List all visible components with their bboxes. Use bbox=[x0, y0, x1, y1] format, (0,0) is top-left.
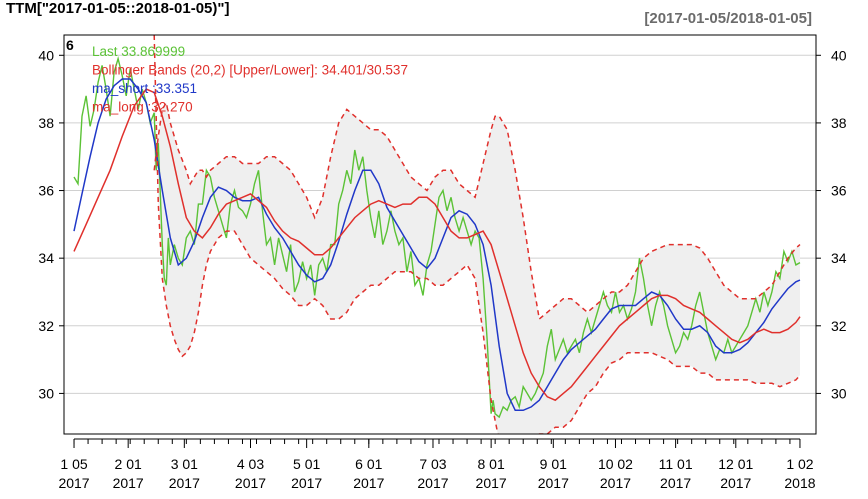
x-tick-label: 12 01 bbox=[718, 456, 753, 472]
x-tick-label: 2017 bbox=[600, 475, 631, 491]
legend-entry: Last 33.869999 bbox=[92, 44, 185, 59]
x-tick-label: 6 01 bbox=[355, 456, 382, 472]
x-tick-label: 3 01 bbox=[171, 456, 198, 472]
y-tick-label-right: 34 bbox=[831, 250, 847, 266]
y-tick-label-left: 38 bbox=[38, 115, 54, 131]
y-axis-right: 30 32 34 36 38 40 bbox=[816, 47, 847, 401]
legend-entry: ma_long :32.270 bbox=[92, 100, 193, 115]
y-tick-label-left: 36 bbox=[38, 183, 54, 199]
x-tick-label: 2017 bbox=[476, 475, 507, 491]
x-axis: 1 05 2017 2 01 2017 3 01 2017 4 03 2017 5 01 2017… bbox=[58, 438, 816, 491]
y-tick-label-right: 30 bbox=[831, 385, 847, 401]
y-tick-label-left: 40 bbox=[38, 47, 54, 63]
y-tick-label-right: 40 bbox=[831, 47, 847, 63]
legend-entry: Bollinger Bands (20,2) [Upper/Lower]: 34… bbox=[92, 63, 408, 78]
y-tick-label-right: 32 bbox=[831, 318, 847, 334]
x-tick-label: 1 05 bbox=[60, 456, 87, 472]
chart-title: TTM["2017-01-05::2018-01-05)"] bbox=[6, 0, 230, 17]
x-tick-label: 8 01 bbox=[478, 456, 505, 472]
series-line-last bbox=[73, 56, 801, 419]
x-tick-label: 2017 bbox=[291, 475, 322, 491]
x-tick-label: 7 03 bbox=[419, 456, 446, 472]
x-tick-label: 2017 bbox=[58, 475, 89, 491]
x-tick-label: 11 01 bbox=[659, 456, 693, 472]
y-tick-label-left: 32 bbox=[38, 318, 54, 334]
legend: Last 33.869999 Bollinger Bands (20,2) [Up… bbox=[92, 44, 408, 115]
series-line-bollinger-upper bbox=[153, 100, 801, 321]
corner-label: 6 bbox=[66, 37, 74, 53]
x-tick-label: 2017 bbox=[660, 475, 691, 491]
y-tick-label-right: 38 bbox=[831, 115, 847, 131]
series-line-bollinger-lower bbox=[153, 35, 801, 434]
x-tick-label: 2017 bbox=[113, 475, 144, 491]
date-range-label: [2017-01-05/2018-01-05] bbox=[644, 10, 812, 27]
x-tick-label: 2017 bbox=[720, 475, 751, 491]
series-lines bbox=[73, 35, 801, 434]
bollinger-band-fill bbox=[154, 35, 800, 434]
y-tick-label-left: 34 bbox=[38, 250, 54, 266]
x-tick-label: 2017 bbox=[417, 475, 448, 491]
y-tick-label-right: 36 bbox=[831, 183, 847, 199]
x-tick-label: 5 01 bbox=[293, 456, 320, 472]
y-axis-left: 30 32 34 36 38 40 bbox=[38, 47, 64, 401]
plot-frame bbox=[63, 34, 817, 435]
series-line-ma-short bbox=[73, 78, 801, 412]
x-tick-label: 2017 bbox=[353, 475, 384, 491]
x-tick-label: 4 03 bbox=[237, 456, 264, 472]
legend-entry: ma_short :33.351 bbox=[92, 81, 197, 96]
x-tick-label: 1 02 bbox=[786, 456, 813, 472]
x-tick-label: 2017 bbox=[538, 475, 569, 491]
x-tick-label: 2017 bbox=[235, 475, 266, 491]
y-tick-label-left: 30 bbox=[38, 385, 54, 401]
x-tick-label: 9 01 bbox=[540, 456, 567, 472]
x-tick-label: 2 01 bbox=[115, 456, 142, 472]
x-tick-label: 2017 bbox=[169, 475, 200, 491]
x-tick-label: 10 02 bbox=[598, 456, 633, 472]
series-line-ma-long bbox=[73, 88, 801, 402]
bollinger-band-area bbox=[154, 35, 800, 434]
x-tick-label: 2018 bbox=[784, 475, 815, 491]
